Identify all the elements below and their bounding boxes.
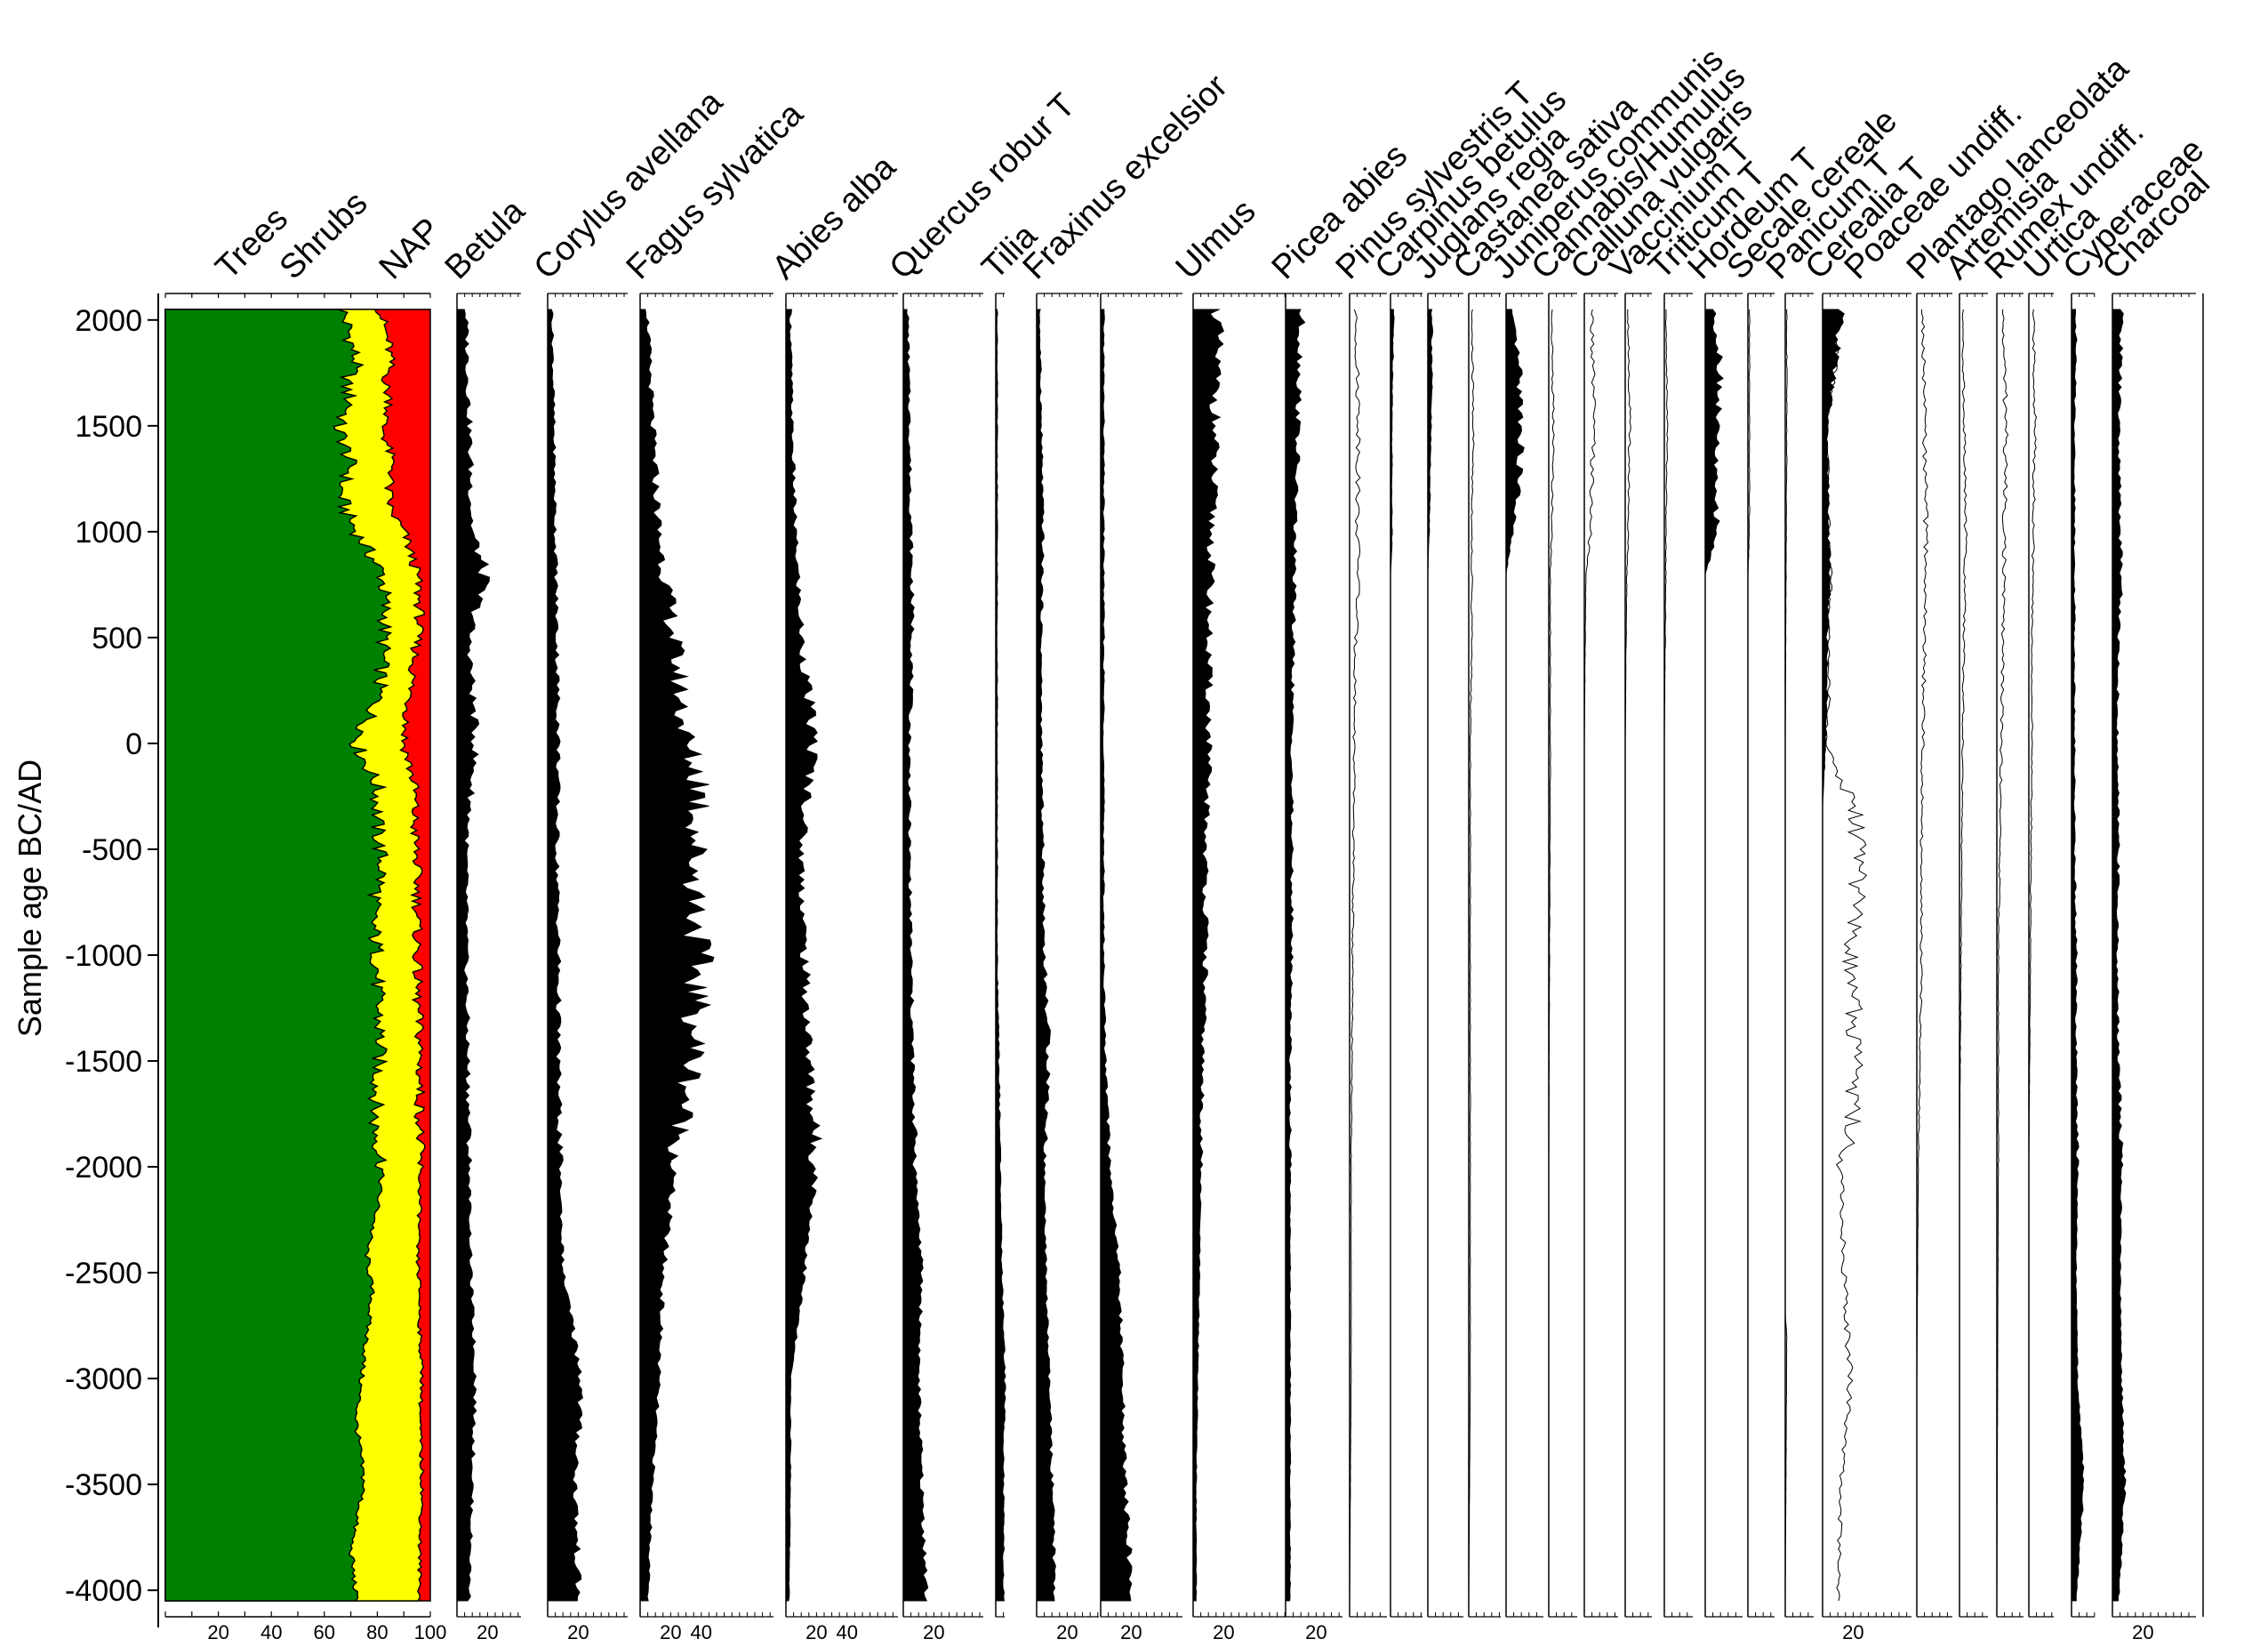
y-tick-label: -1500 [65, 1045, 142, 1079]
series-label-shrubs: Shrubs [273, 185, 375, 287]
series-label-trees: Trees [209, 200, 295, 286]
y-tick-label: 1500 [75, 410, 142, 444]
stacked-x-tick-label: 100 [414, 1621, 447, 1643]
taxon-silhouette [1192, 309, 1225, 1602]
trees-area [164, 309, 393, 1602]
taxon-curve [1824, 309, 1868, 1602]
taxon-curve [1996, 309, 2009, 1602]
y-tick-label: 2000 [75, 304, 142, 338]
y-tick-label: -500 [82, 833, 142, 867]
taxon-silhouette [1100, 309, 1133, 1602]
taxon-curve [1624, 309, 1631, 1602]
taxon-silhouette [456, 309, 491, 1602]
taxon-label: Betula [438, 192, 533, 286]
taxon-silhouette [1285, 309, 1306, 1602]
taxon-curve [1548, 309, 1555, 1602]
y-tick-label: -4000 [65, 1574, 142, 1608]
taxon-label: Ulmus [1169, 193, 1263, 287]
taxon-curve [2028, 309, 2038, 1602]
taxon-x-tick-label: 20 [1056, 1621, 1078, 1643]
stacked-x-tick-label: 40 [260, 1621, 282, 1643]
stacked-x-tick-label: 80 [366, 1621, 388, 1643]
taxon-silhouette [639, 309, 715, 1602]
series-label-nap: NAP [373, 211, 448, 286]
taxon-silhouette [785, 309, 823, 1602]
taxon-x-tick-label: 20 [567, 1621, 589, 1643]
y-tick-label: -2500 [65, 1257, 142, 1290]
taxon-x-tick-label: 20 [1842, 1621, 1863, 1643]
taxon-label: Abies alba [765, 149, 904, 287]
taxon-silhouette [1822, 309, 1845, 1602]
stacked-x-tick-label: 60 [314, 1621, 335, 1643]
taxon-curve [1959, 309, 1968, 1602]
taxon-curve [1349, 309, 1361, 1602]
taxon-x-tick-label: 40 [837, 1621, 858, 1643]
taxon-curve [1916, 309, 1929, 1602]
taxon-silhouette [902, 309, 929, 1602]
y-tick-label: -1000 [65, 939, 142, 973]
taxon-silhouette [1505, 309, 1525, 1602]
stacked-x-tick-label: 20 [207, 1621, 228, 1643]
y-axis-title: Sample age BC/AD [12, 759, 48, 1037]
taxon-x-tick-label: 40 [691, 1621, 712, 1643]
y-tick-label: -3000 [65, 1362, 142, 1396]
taxon-x-tick-label: 20 [2132, 1621, 2153, 1643]
taxon-silhouette [2112, 309, 2127, 1602]
taxon-curve [1468, 309, 1475, 1602]
taxon-x-tick-label: 20 [1120, 1621, 1142, 1643]
taxon-x-tick-label: 20 [805, 1621, 827, 1643]
taxon-silhouette [2071, 309, 2085, 1602]
taxon-curve [1583, 309, 1596, 1602]
taxon-x-tick-label: 20 [1213, 1621, 1234, 1643]
y-tick-label: 500 [92, 622, 142, 655]
y-tick-label: -2000 [65, 1151, 142, 1185]
taxon-x-tick-label: 20 [923, 1621, 944, 1643]
taxon-silhouette [1704, 309, 1724, 1602]
y-tick-label: -3500 [65, 1468, 142, 1502]
taxon-x-tick-label: 20 [660, 1621, 681, 1643]
taxon-silhouette [995, 309, 1006, 1602]
taxon-x-tick-label: 20 [1305, 1621, 1326, 1643]
taxon-silhouette [1036, 309, 1056, 1602]
taxon-x-tick-label: 20 [477, 1621, 498, 1643]
taxon-silhouette [1427, 309, 1434, 1602]
y-tick-label: 1000 [75, 516, 142, 550]
y-tick-label: 0 [125, 727, 142, 761]
taxon-silhouette [547, 309, 583, 1602]
